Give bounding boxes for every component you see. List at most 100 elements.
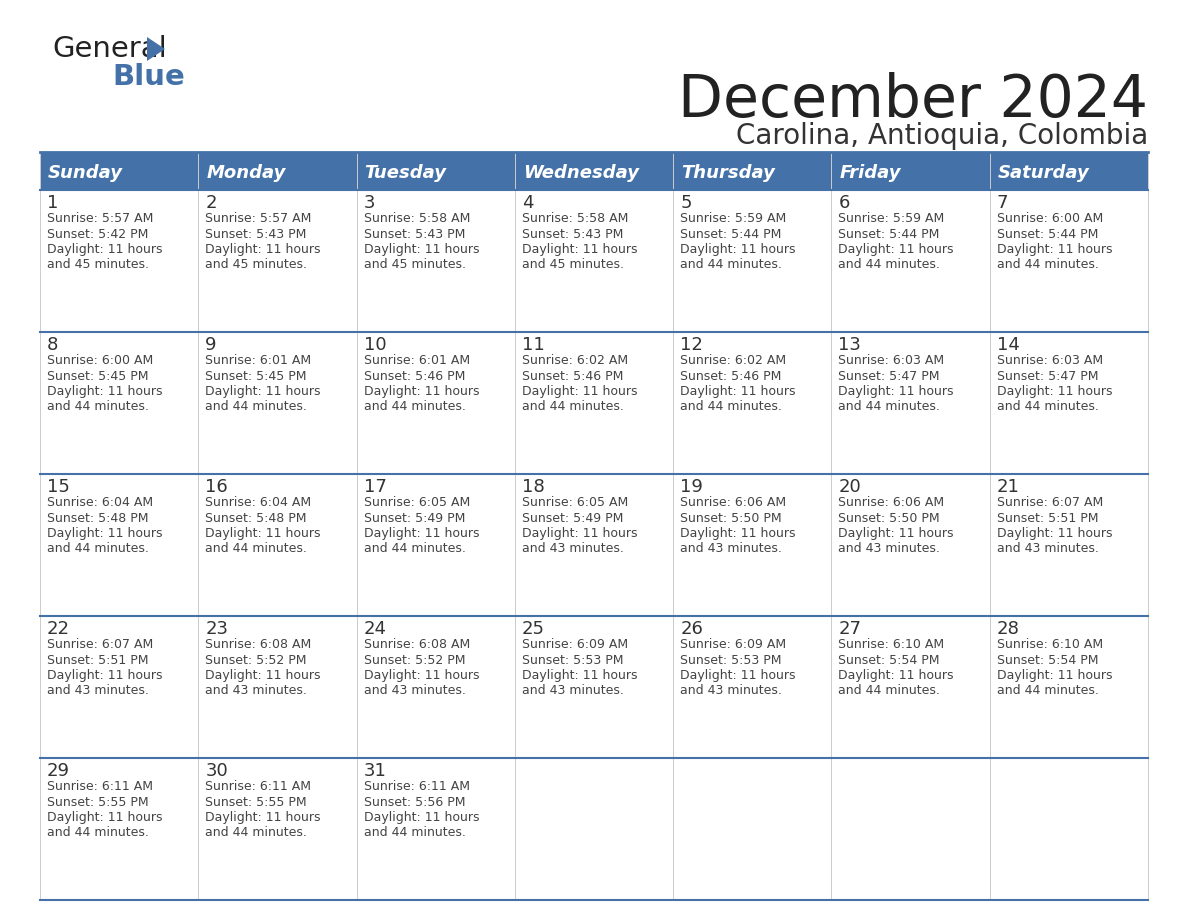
Text: Daylight: 11 hours: Daylight: 11 hours [206, 669, 321, 682]
Text: 18: 18 [522, 478, 544, 496]
Bar [198, 152, 356, 190]
Text: and 44 minutes.: and 44 minutes. [364, 826, 466, 839]
Text: Sunrise: 5:58 AM: Sunrise: 5:58 AM [364, 212, 470, 225]
Bar [40, 152, 198, 190]
Text: Sunset: 5:44 PM: Sunset: 5:44 PM [997, 228, 1098, 241]
Text: and 44 minutes.: and 44 minutes. [522, 400, 624, 413]
Text: Sunrise: 6:07 AM: Sunrise: 6:07 AM [48, 638, 153, 651]
Text: 20: 20 [839, 478, 861, 496]
Bar [40, 190, 198, 332]
Text: Sunset: 5:53 PM: Sunset: 5:53 PM [522, 654, 624, 666]
Text: Sunrise: 6:05 AM: Sunrise: 6:05 AM [364, 496, 469, 509]
Bar [198, 474, 356, 616]
Text: 27: 27 [839, 620, 861, 638]
Text: and 44 minutes.: and 44 minutes. [681, 259, 782, 272]
Bar [198, 190, 356, 332]
Text: Sunrise: 6:05 AM: Sunrise: 6:05 AM [522, 496, 628, 509]
Bar [198, 616, 356, 758]
Text: 16: 16 [206, 478, 228, 496]
Bar [832, 190, 990, 332]
Text: Daylight: 11 hours: Daylight: 11 hours [522, 669, 637, 682]
Bar [674, 474, 832, 616]
Bar [990, 190, 1148, 332]
Text: Daylight: 11 hours: Daylight: 11 hours [997, 385, 1112, 398]
Bar [40, 616, 198, 758]
Text: 5: 5 [681, 194, 691, 212]
Bar [990, 758, 1148, 900]
Text: 9: 9 [206, 336, 216, 354]
Text: General: General [52, 35, 166, 63]
Text: Daylight: 11 hours: Daylight: 11 hours [48, 243, 163, 256]
Text: and 43 minutes.: and 43 minutes. [681, 685, 782, 698]
Text: Daylight: 11 hours: Daylight: 11 hours [522, 243, 637, 256]
Text: Daylight: 11 hours: Daylight: 11 hours [364, 385, 479, 398]
Bar [832, 616, 990, 758]
Bar [832, 474, 990, 616]
Text: Tuesday: Tuesday [365, 164, 447, 182]
Text: Sunset: 5:43 PM: Sunset: 5:43 PM [206, 228, 307, 241]
Bar [514, 332, 674, 474]
Text: 4: 4 [522, 194, 533, 212]
Text: 31: 31 [364, 762, 386, 780]
Text: Sunset: 5:49 PM: Sunset: 5:49 PM [522, 511, 624, 524]
Text: and 43 minutes.: and 43 minutes. [364, 685, 466, 698]
Text: 21: 21 [997, 478, 1019, 496]
Text: Daylight: 11 hours: Daylight: 11 hours [681, 243, 796, 256]
Text: Sunrise: 6:00 AM: Sunrise: 6:00 AM [997, 212, 1102, 225]
Text: Sunrise: 6:10 AM: Sunrise: 6:10 AM [997, 638, 1102, 651]
Bar [40, 332, 198, 474]
Bar [674, 332, 832, 474]
Bar [674, 758, 832, 900]
Text: and 44 minutes.: and 44 minutes. [839, 259, 941, 272]
Text: and 44 minutes.: and 44 minutes. [681, 400, 782, 413]
Text: and 44 minutes.: and 44 minutes. [206, 826, 308, 839]
Text: Daylight: 11 hours: Daylight: 11 hours [681, 669, 796, 682]
Bar [990, 616, 1148, 758]
Text: Daylight: 11 hours: Daylight: 11 hours [997, 243, 1112, 256]
Bar [356, 190, 514, 332]
Text: Blue: Blue [112, 63, 185, 91]
Text: and 44 minutes.: and 44 minutes. [48, 826, 148, 839]
Bar [40, 758, 198, 900]
Bar [356, 332, 514, 474]
Text: and 44 minutes.: and 44 minutes. [206, 543, 308, 555]
Text: Sunset: 5:43 PM: Sunset: 5:43 PM [522, 228, 624, 241]
Text: Sunset: 5:54 PM: Sunset: 5:54 PM [997, 654, 1098, 666]
Text: Sunset: 5:46 PM: Sunset: 5:46 PM [522, 370, 624, 383]
Text: Daylight: 11 hours: Daylight: 11 hours [839, 669, 954, 682]
Text: and 44 minutes.: and 44 minutes. [839, 400, 941, 413]
Text: Sunset: 5:50 PM: Sunset: 5:50 PM [839, 511, 940, 524]
Text: Daylight: 11 hours: Daylight: 11 hours [364, 243, 479, 256]
Text: Sunset: 5:49 PM: Sunset: 5:49 PM [364, 511, 465, 524]
Text: Daylight: 11 hours: Daylight: 11 hours [364, 669, 479, 682]
Text: Daylight: 11 hours: Daylight: 11 hours [206, 811, 321, 824]
Text: Daylight: 11 hours: Daylight: 11 hours [364, 811, 479, 824]
Text: Sunset: 5:44 PM: Sunset: 5:44 PM [681, 228, 782, 241]
Text: 30: 30 [206, 762, 228, 780]
Text: Sunrise: 6:10 AM: Sunrise: 6:10 AM [839, 638, 944, 651]
Text: and 44 minutes.: and 44 minutes. [364, 400, 466, 413]
Text: Sunset: 5:47 PM: Sunset: 5:47 PM [997, 370, 1098, 383]
Text: and 44 minutes.: and 44 minutes. [839, 685, 941, 698]
Bar [40, 474, 198, 616]
Text: and 43 minutes.: and 43 minutes. [997, 543, 1099, 555]
Text: and 44 minutes.: and 44 minutes. [364, 543, 466, 555]
Text: Daylight: 11 hours: Daylight: 11 hours [522, 385, 637, 398]
Text: Sunrise: 5:59 AM: Sunrise: 5:59 AM [839, 212, 944, 225]
Text: Sunrise: 6:03 AM: Sunrise: 6:03 AM [997, 354, 1102, 367]
Text: and 44 minutes.: and 44 minutes. [997, 259, 1099, 272]
Text: 22: 22 [48, 620, 70, 638]
Text: Sunrise: 5:57 AM: Sunrise: 5:57 AM [206, 212, 311, 225]
Bar [356, 474, 514, 616]
Text: Sunset: 5:46 PM: Sunset: 5:46 PM [364, 370, 465, 383]
Text: Sunset: 5:55 PM: Sunset: 5:55 PM [48, 796, 148, 809]
Bar [514, 758, 674, 900]
Text: Sunrise: 6:06 AM: Sunrise: 6:06 AM [681, 496, 786, 509]
Text: 25: 25 [522, 620, 545, 638]
Text: Sunset: 5:55 PM: Sunset: 5:55 PM [206, 796, 307, 809]
Text: Sunset: 5:51 PM: Sunset: 5:51 PM [48, 654, 148, 666]
Text: Sunrise: 5:58 AM: Sunrise: 5:58 AM [522, 212, 628, 225]
Bar [514, 616, 674, 758]
Text: Sunrise: 6:11 AM: Sunrise: 6:11 AM [48, 780, 153, 793]
Text: Daylight: 11 hours: Daylight: 11 hours [206, 243, 321, 256]
